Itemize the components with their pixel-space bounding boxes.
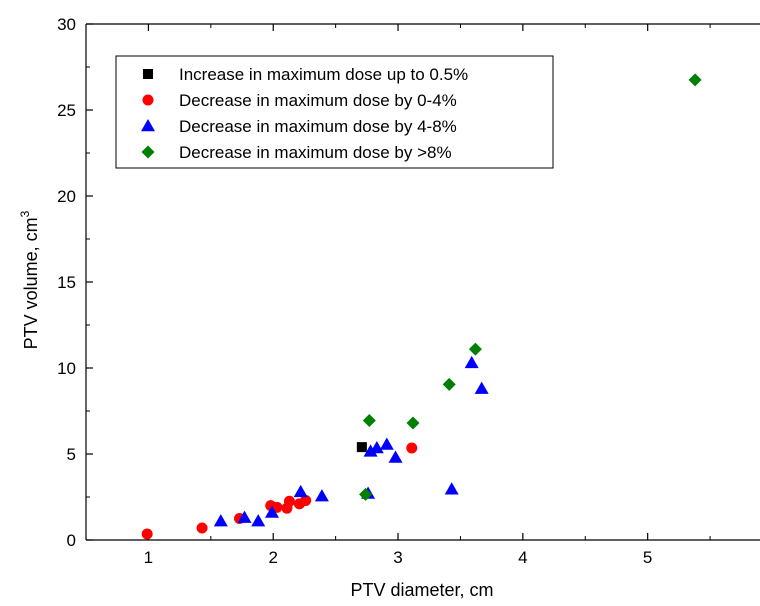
legend-entry-label: Decrease in maximum dose by >8% xyxy=(179,143,452,162)
y-tick-label: 0 xyxy=(67,531,76,550)
data-point-triangle xyxy=(444,482,459,495)
x-tick-label: 4 xyxy=(518,548,527,567)
x-tick-label: 1 xyxy=(144,548,153,567)
y-axis-title-main: PTV volume, cm xyxy=(21,217,41,349)
x-axis-title: PTV diameter, cm xyxy=(350,580,493,600)
data-point-circle xyxy=(196,522,208,534)
x-tick-label: 2 xyxy=(268,548,277,567)
ticks: 1 2 3 4 5 0 5 10 15 20 25 30 xyxy=(57,15,711,567)
data-point-triangle xyxy=(213,514,228,527)
legend-entry-label: Increase in maximum dose up to 0.5% xyxy=(179,65,468,84)
data-point-circle xyxy=(283,495,295,507)
legend-marker-circle xyxy=(142,94,154,106)
y-tick-label: 10 xyxy=(57,359,76,378)
y-tick-label: 20 xyxy=(57,187,76,206)
data-point-diamond xyxy=(362,413,376,427)
data-point-circle xyxy=(406,442,418,454)
legend-marker-diamond xyxy=(141,145,155,159)
legend-entry-label: Decrease in maximum dose by 0-4% xyxy=(179,91,457,110)
y-tick-label: 5 xyxy=(67,445,76,464)
y-tick-label: 25 xyxy=(57,101,76,120)
legend-box xyxy=(115,55,554,169)
data-point-circle xyxy=(300,494,312,506)
legend-entry-label: Decrease in maximum dose by 4-8% xyxy=(179,117,457,136)
legend: Increase in maximum dose up to 0.5% Decre… xyxy=(115,55,554,169)
data-point-square xyxy=(356,442,367,453)
data-point-triangle xyxy=(388,450,403,463)
data-point-triangle xyxy=(293,484,308,498)
data-point-diamond xyxy=(688,73,702,87)
data-point-diamond xyxy=(406,416,420,430)
y-axis-title: PTV volume, cm3 xyxy=(18,210,41,349)
data-point-triangle xyxy=(464,355,479,369)
data-point-circle xyxy=(141,528,153,540)
data-point-triangle xyxy=(237,510,252,523)
data-point-diamond xyxy=(442,377,456,391)
data-points xyxy=(141,73,702,540)
y-axis-title-superscript: 3 xyxy=(18,210,32,217)
data-point-triangle xyxy=(379,437,394,450)
data-point-diamond xyxy=(468,342,482,356)
data-point-diamond xyxy=(359,487,373,501)
data-point-triangle xyxy=(369,440,384,454)
data-point-triangle xyxy=(474,381,489,394)
legend-marker-triangle xyxy=(141,119,155,132)
y-tick-label: 30 xyxy=(57,15,76,34)
data-point-triangle xyxy=(251,514,266,527)
legend-marker-square xyxy=(143,69,153,79)
data-point-triangle xyxy=(264,505,279,518)
data-point-triangle xyxy=(363,444,378,457)
x-tick-label: 5 xyxy=(643,548,652,567)
x-tick-label: 3 xyxy=(393,548,402,567)
data-point-triangle xyxy=(314,489,329,502)
y-tick-label: 15 xyxy=(57,273,76,292)
